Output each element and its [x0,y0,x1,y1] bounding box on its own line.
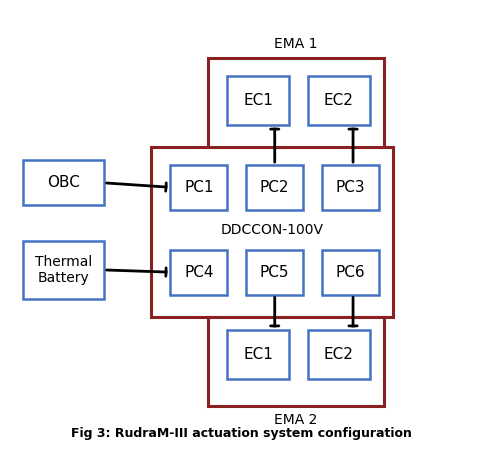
Text: EC2: EC2 [324,93,354,108]
Text: EC2: EC2 [324,347,354,362]
Bar [227,330,289,379]
Bar [208,58,384,147]
Text: PC2: PC2 [260,180,289,195]
Bar [246,250,303,294]
Text: EMA 1: EMA 1 [274,37,318,51]
Bar [308,76,369,125]
Text: PC3: PC3 [336,180,366,195]
Text: PC4: PC4 [184,265,213,280]
Text: Fig 3: RudraM-III actuation system configuration: Fig 3: RudraM-III actuation system confi… [71,427,412,440]
Bar [23,241,104,299]
Bar [322,165,379,210]
Bar [322,250,379,294]
Text: OBC: OBC [47,175,80,190]
Text: PC5: PC5 [260,265,289,280]
Bar [308,330,369,379]
Bar [151,147,393,317]
Text: EC1: EC1 [243,347,273,362]
Text: EC1: EC1 [243,93,273,108]
Bar [170,250,227,294]
Text: PC6: PC6 [336,265,366,280]
Text: DRAFT: DRAFT [200,281,378,326]
Text: DDCCON-100V: DDCCON-100V [221,223,324,237]
Text: EMA 2: EMA 2 [274,413,318,427]
Bar [246,165,303,210]
Text: PC1: PC1 [184,180,213,195]
Bar [227,76,289,125]
Text: Thermal
Battery: Thermal Battery [35,255,92,285]
Bar [23,161,104,205]
Bar [170,165,227,210]
Bar [208,317,384,406]
